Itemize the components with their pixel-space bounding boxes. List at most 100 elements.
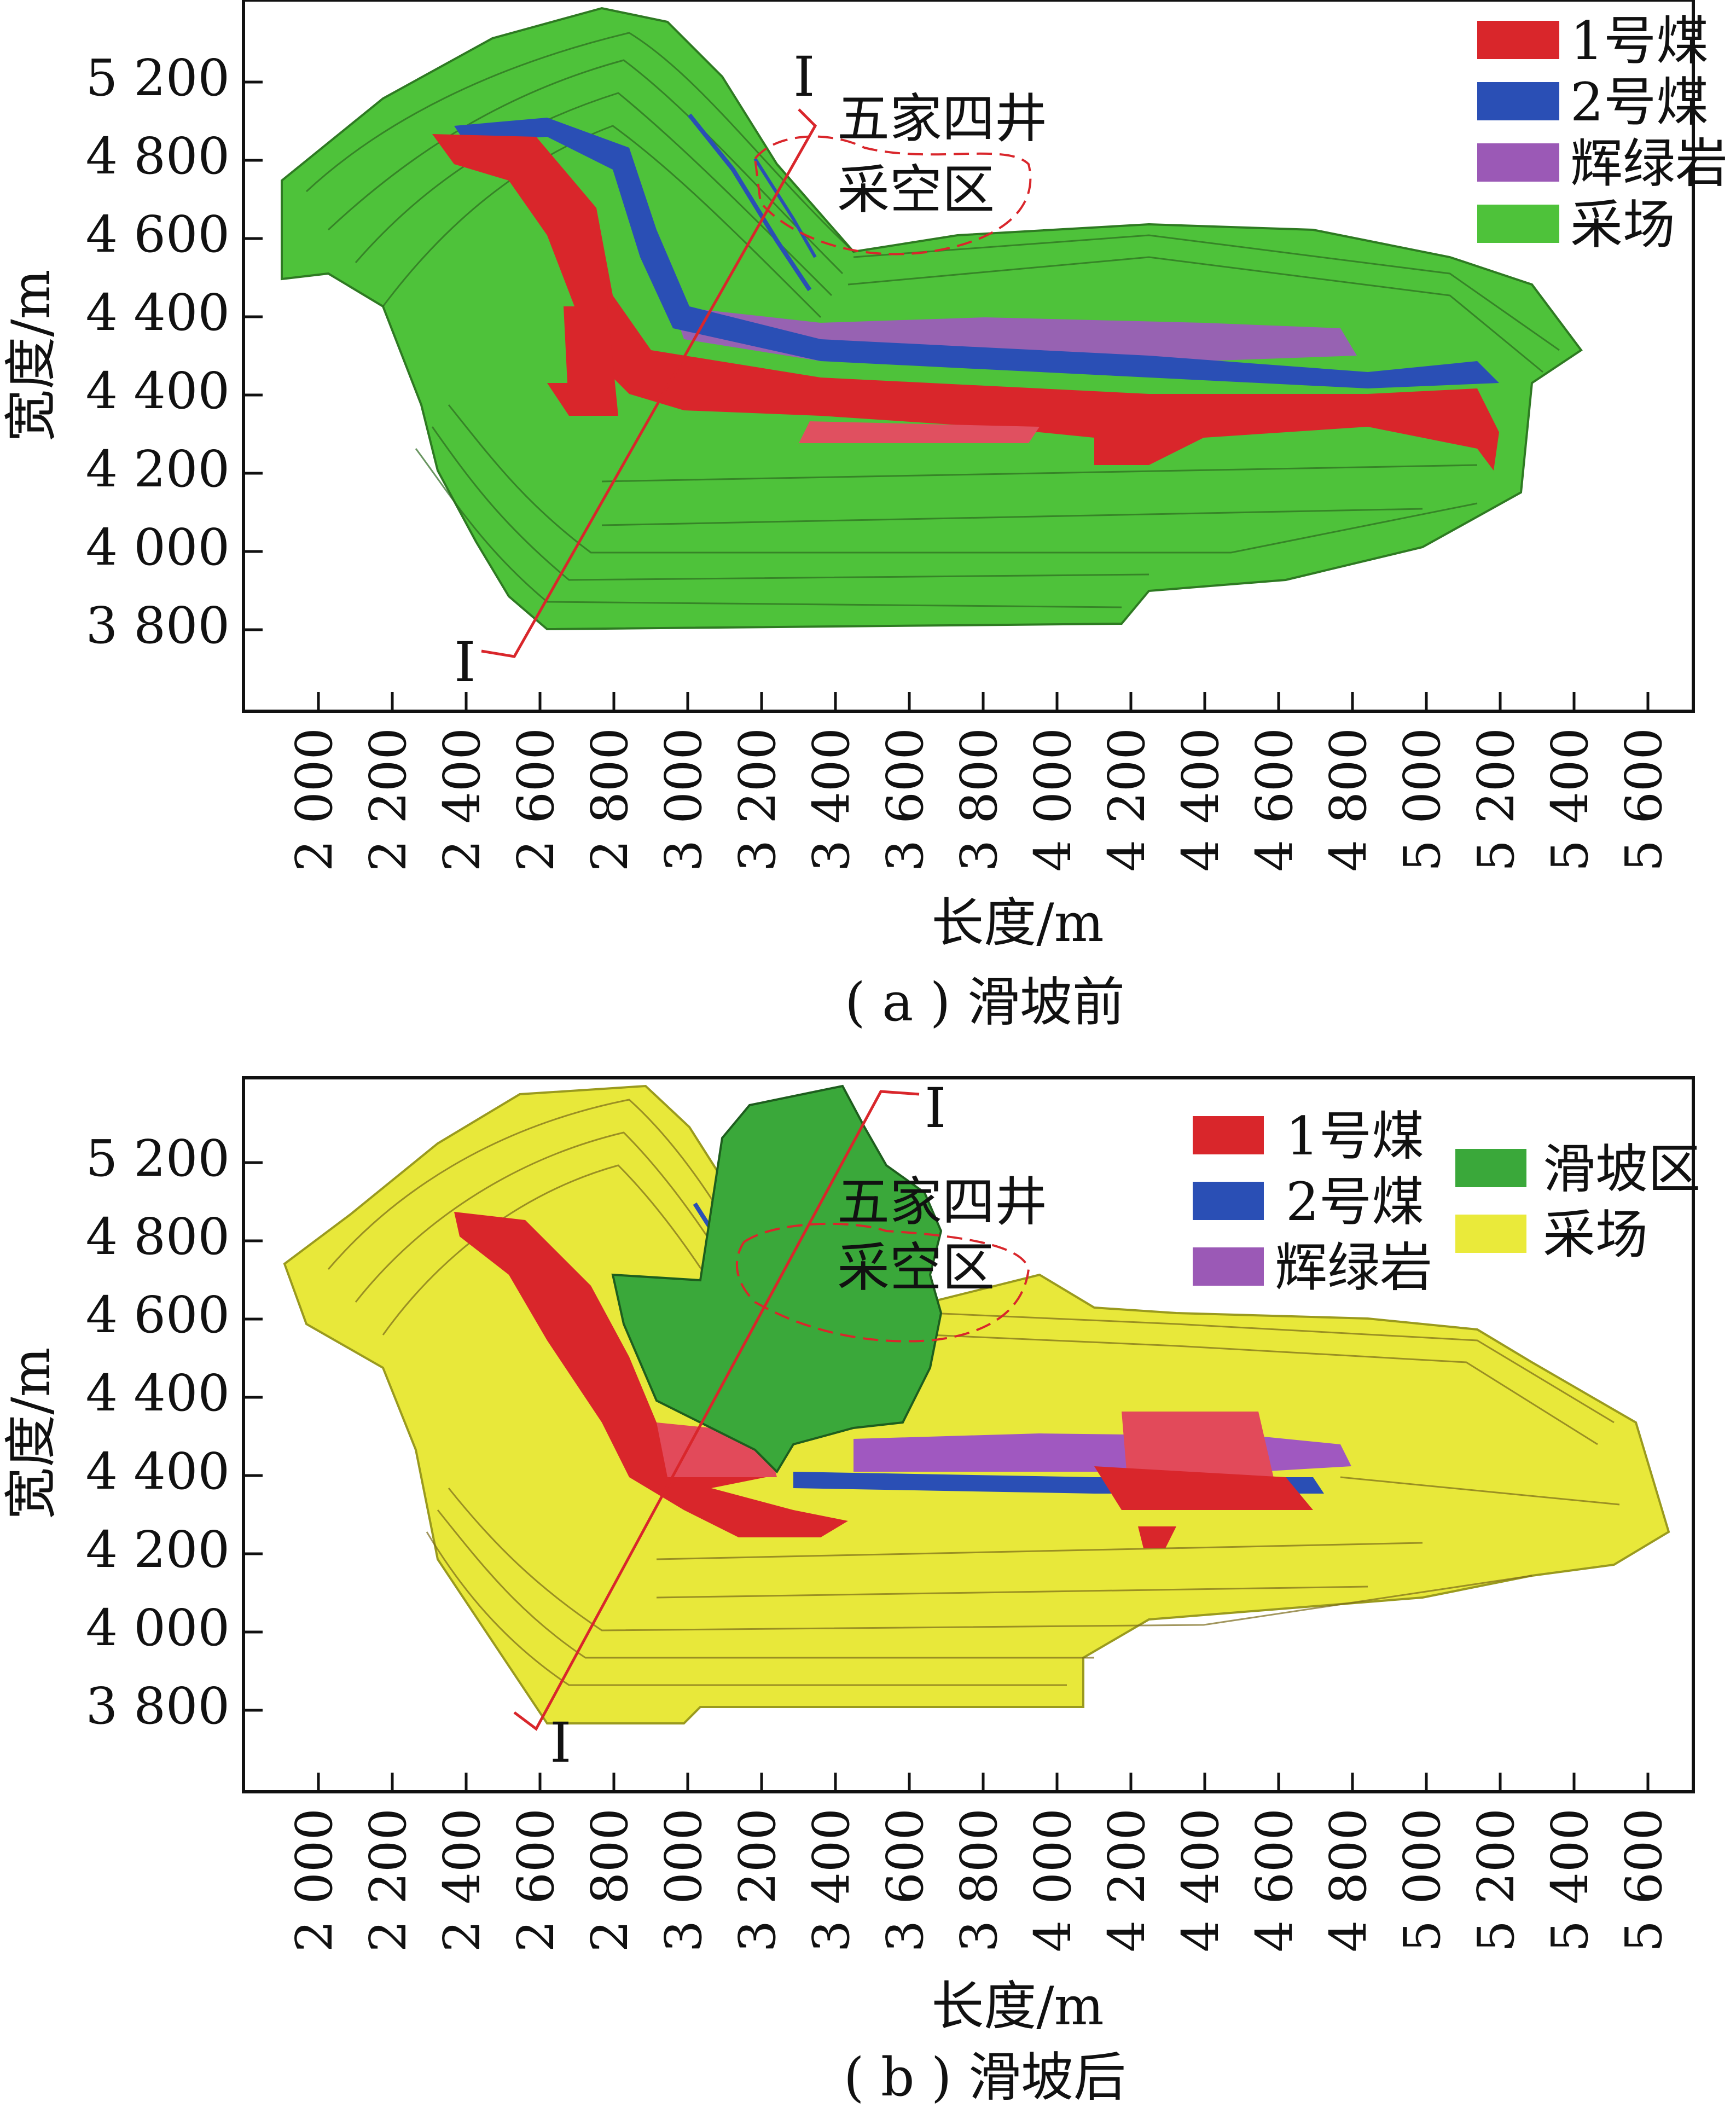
x-tick-label: 4 800 [1319,728,1378,872]
x-tick-label: 3 200 [728,728,787,872]
x-tick-label: 2 000 [285,728,344,872]
x-tick-label: 4 800 [1319,1808,1378,1952]
y-tick-label: 4 400 [86,1364,230,1422]
x-ticks-marks [317,1773,1650,1792]
x-tick-label: 2 600 [507,1808,565,1952]
legend-label: 滑坡区 [1543,1139,1700,1200]
x-tick-label: 5 400 [1541,1808,1599,1952]
x-tick-label: 4 200 [1098,1808,1156,1952]
coal-2-seam [454,118,1499,388]
section-label-top: I [793,45,815,109]
legend-swatch-coal2 [1477,82,1559,120]
x-tick-label: 2 400 [433,728,491,872]
y-tick-label: 3 800 [86,1677,230,1735]
y-tick-label: 4 400 [86,362,230,420]
plot-frame [242,0,1695,713]
x-tick-label: 2 000 [285,1808,344,1952]
legend: 1号煤 2号煤 辉绿岩 采场 [1477,10,1728,255]
x-axis-title: 长度/m [931,892,1104,954]
y-tick-label: 4 000 [86,518,230,577]
x-tick-label: 3 600 [876,728,934,872]
x-axis: 2 000 2 200 2 400 2 600 2 800 3 000 3 20… [285,1773,1673,2037]
section-label-top: I [925,1076,947,1140]
coal-1-seam [799,421,1040,443]
coal-1-seam [1094,1466,1313,1510]
plot-frame [242,1076,1695,1793]
legend-label: 辉绿岩 [1570,133,1728,194]
x-tick-label: 5 200 [1467,728,1525,872]
section-label-bottom: I [454,630,476,694]
x-tick-label: 4 000 [1024,1808,1082,1952]
goaf-annotation-line1: 五家四井 [837,1171,1047,1233]
x-tick-label: 2 800 [580,728,639,872]
y-tick-label: 5 200 [86,1129,230,1188]
x-axis-title: 长度/m [931,1976,1104,2037]
goaf-annotation-line1: 五家四井 [837,88,1047,149]
y-tick-label: 4 400 [86,1442,230,1501]
x-tick-label: 2 200 [359,728,417,872]
legend-label: 1号煤 [1570,10,1709,72]
goaf-annotation-line2: 采空区 [837,159,995,220]
landslide-zone [611,1084,943,1474]
x-tick-label: 4 000 [1024,728,1082,872]
y-ticks-marks [243,80,263,631]
legend-label: 2号煤 [1286,1171,1424,1233]
x-tick-label: 4 200 [1098,728,1156,872]
diabase-band [854,1433,1351,1472]
legend: 1号煤 2号煤 辉绿岩 滑坡区 采场 [1193,1106,1700,1298]
goaf-outline [753,135,1032,255]
x-tick-label: 3 800 [950,728,1008,872]
section-line [481,108,817,658]
section-label-bottom: I [550,1711,572,1775]
goaf-outline [735,1222,1030,1343]
x-axis: 2 000 2 200 2 400 2 600 2 800 3 000 3 20… [285,692,1673,954]
x-tick-label: 3 400 [802,728,861,872]
x-tick-label: 5 600 [1615,1808,1673,1952]
legend-label: 采场 [1570,194,1675,255]
coal-1-seam [454,1212,848,1537]
y-axis-title: 宽度/m [1,269,62,442]
panel-caption: ( a ) 滑坡前 [845,972,1125,1033]
y-tick-label: 4 800 [86,127,230,185]
x-ticks-marks [317,692,1650,711]
x-tick-label: 4 400 [1171,728,1230,872]
legend-swatch-coal2 [1193,1182,1264,1220]
x-tick-label: 2 800 [580,1808,639,1952]
legend-label: 2号煤 [1570,72,1709,133]
legend-swatch-landslide [1455,1149,1526,1187]
x-tick-label: 3 200 [728,1808,787,1952]
y-axis: 5 200 4 800 4 600 4 400 4 400 4 200 4 00… [1,1129,263,1735]
panel-a: I I 五家四井 采空区 1号煤 2号煤 辉绿岩 采场 5 200 4 800 [1,0,1728,1033]
bench-lines [305,32,1560,608]
panel-caption: ( b ) 滑坡后 [844,2047,1126,2108]
coal-1-seam [1122,1412,1275,1483]
legend-swatch-coal1 [1477,21,1559,59]
y-axis-title: 宽度/m [1,1347,62,1519]
legend-swatch-diabase [1193,1247,1264,1286]
legend-swatch-coal1 [1193,1116,1264,1154]
pit-area [283,1084,1670,1724]
legend-label: 1号煤 [1286,1106,1424,1167]
x-tick-label: 3 600 [876,1808,934,1952]
coal-1-seam [1138,1526,1176,1548]
x-tick-label: 5 400 [1541,728,1599,872]
y-tick-label: 4 800 [86,1207,230,1266]
legend-swatch-pit [1477,205,1559,243]
y-tick-label: 4 200 [86,440,230,498]
x-tick-label: 2 600 [507,728,565,872]
legend-swatch-diabase [1477,143,1559,182]
x-tick-label: 5 600 [1615,728,1673,872]
y-tick-label: 5 200 [86,49,230,107]
y-axis: 5 200 4 800 4 600 4 400 4 400 4 200 4 00… [1,49,263,655]
bench-lines [327,1099,1620,1686]
coal-2-seam [753,158,817,258]
x-tick-label: 5 200 [1467,1808,1525,1952]
x-tick-label: 3 000 [654,1808,713,1952]
coal-1-seam [564,306,618,416]
y-tick-label: 4 400 [86,283,230,342]
panel-b: I I 五家四井 采空区 1号煤 2号煤 辉绿岩 滑坡区 采场 5 200 [1,1076,1700,2108]
x-tick-label: 4 600 [1245,728,1304,872]
goaf-annotation-line2: 采空区 [837,1237,995,1298]
legend-label: 辉绿岩 [1275,1237,1432,1298]
